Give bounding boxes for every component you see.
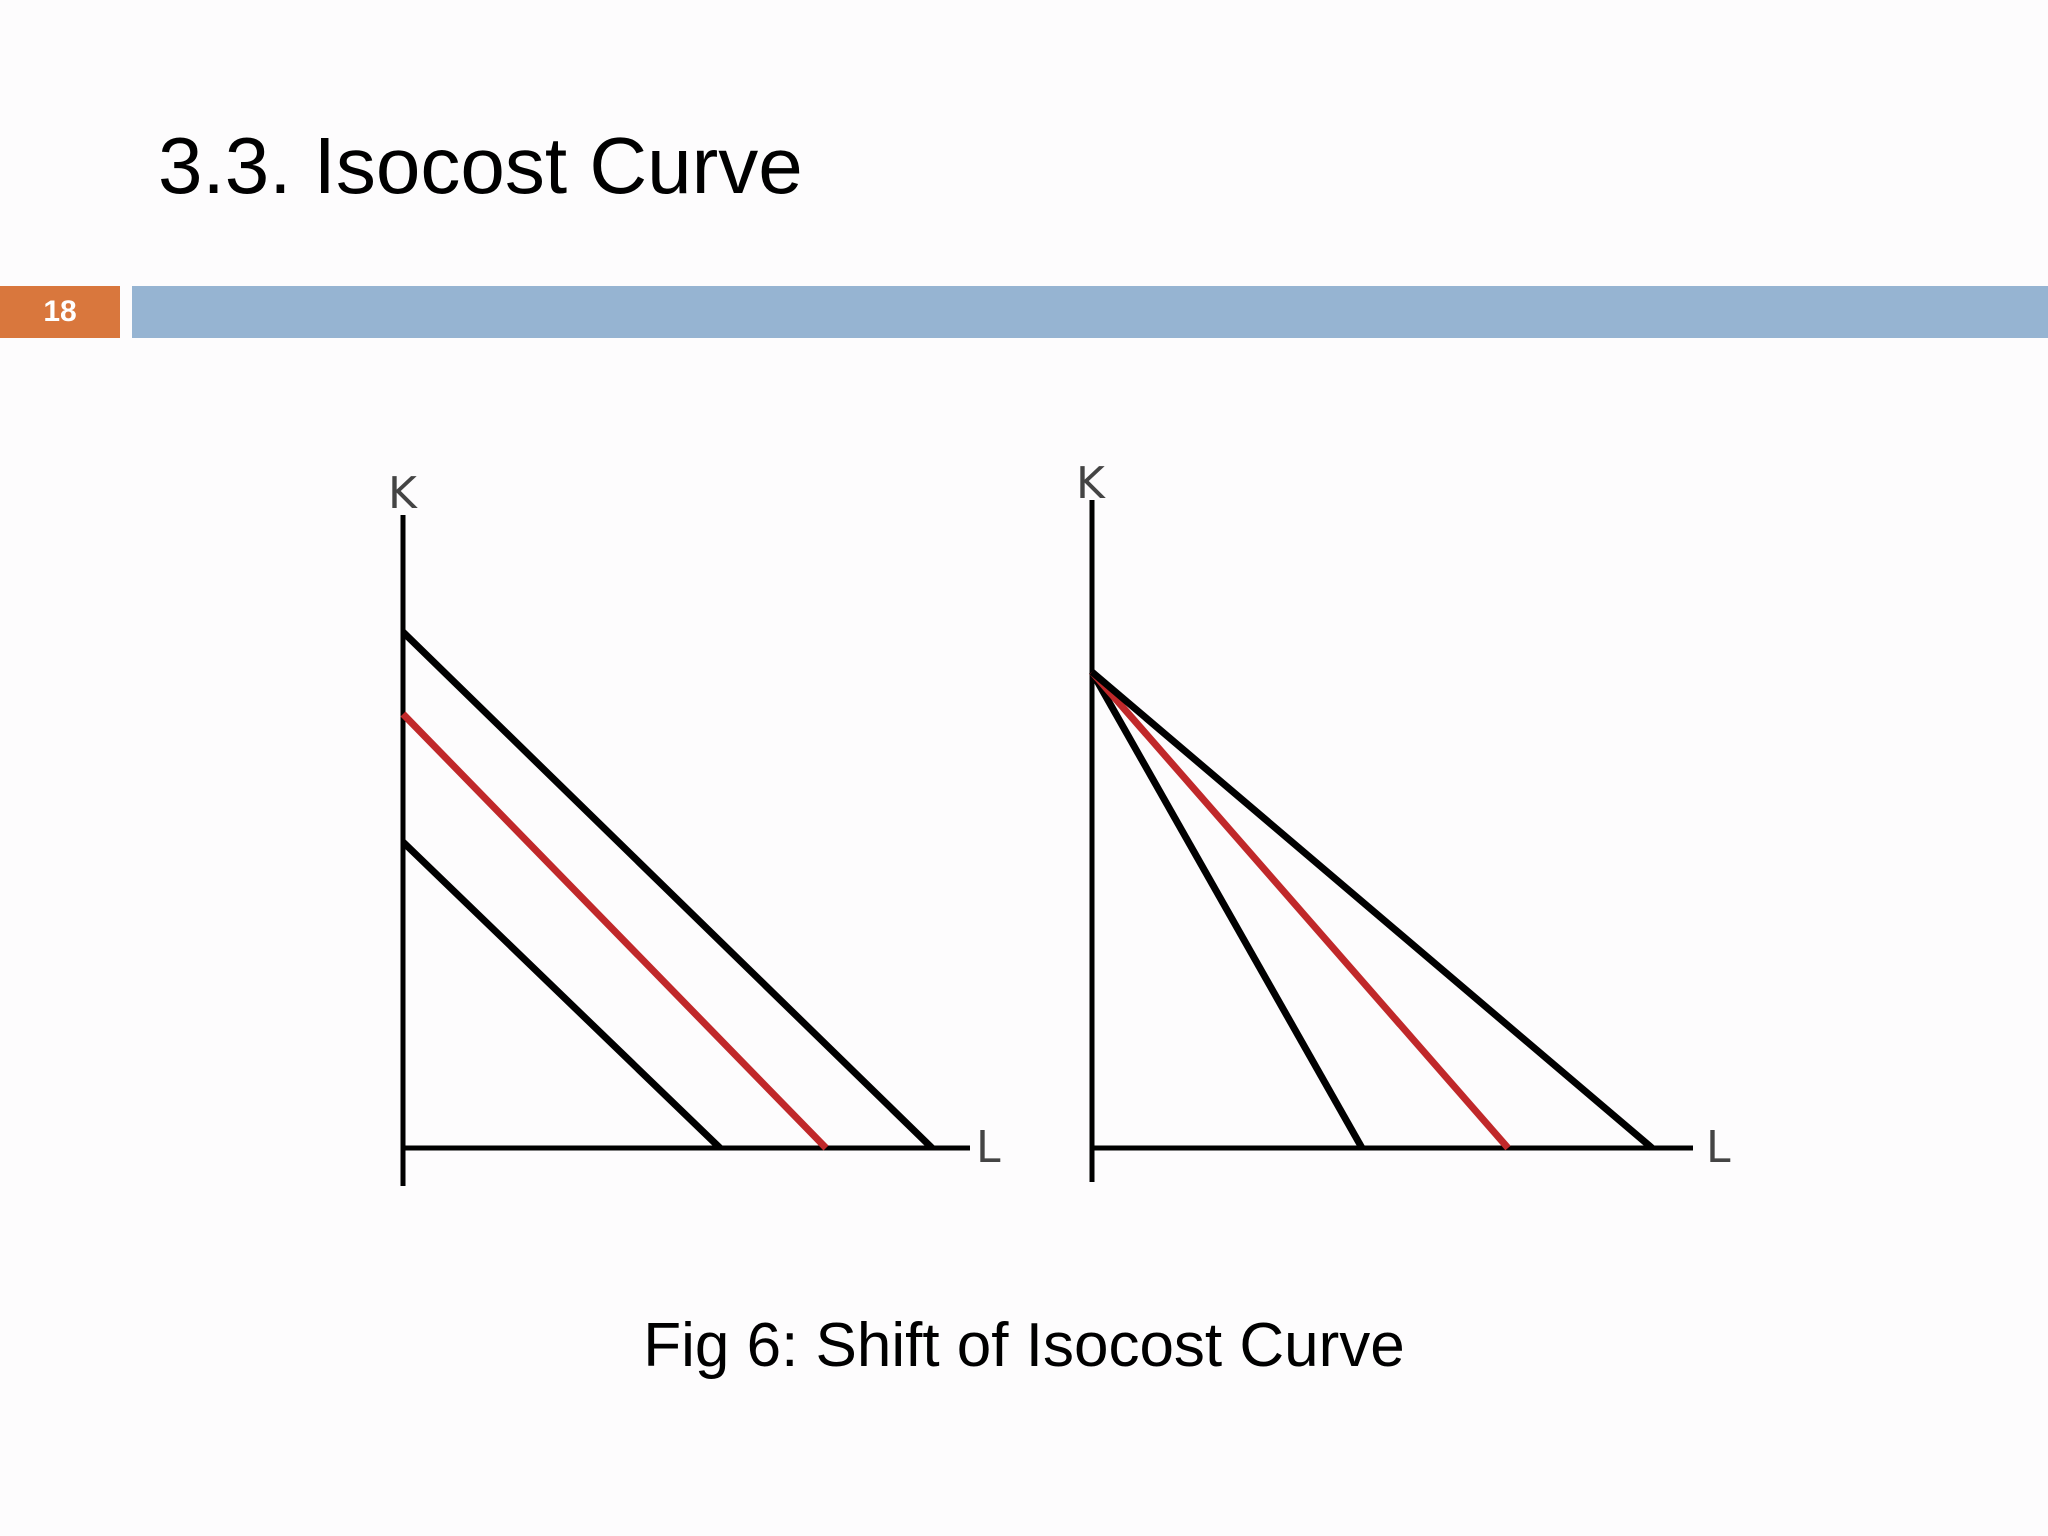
isocost-line-high: [400, 629, 935, 1151]
diagram-rotation-shift: K L: [1076, 458, 1731, 1182]
y-axis-label: K: [388, 468, 418, 519]
x-axis-label: L: [976, 1122, 1001, 1173]
isocost-line-low: [400, 839, 723, 1151]
isocost-line-steep: [1088, 670, 1366, 1150]
isocost-line-flat: [1089, 669, 1655, 1151]
diagram-parallel-shift: K L: [388, 468, 1001, 1186]
slide-title: 3.3. Isocost Curve: [158, 121, 803, 210]
isocost-line-middle: [400, 711, 829, 1151]
figure-caption: Fig 6: Shift of Isocost Curve: [643, 1311, 1405, 1380]
header-bar: [132, 286, 2048, 338]
x-axis-label: L: [1706, 1122, 1731, 1173]
isocost-line-middle: [1089, 669, 1511, 1151]
y-axis-label: K: [1076, 458, 1106, 509]
slide-number-badge: 18: [0, 286, 120, 338]
